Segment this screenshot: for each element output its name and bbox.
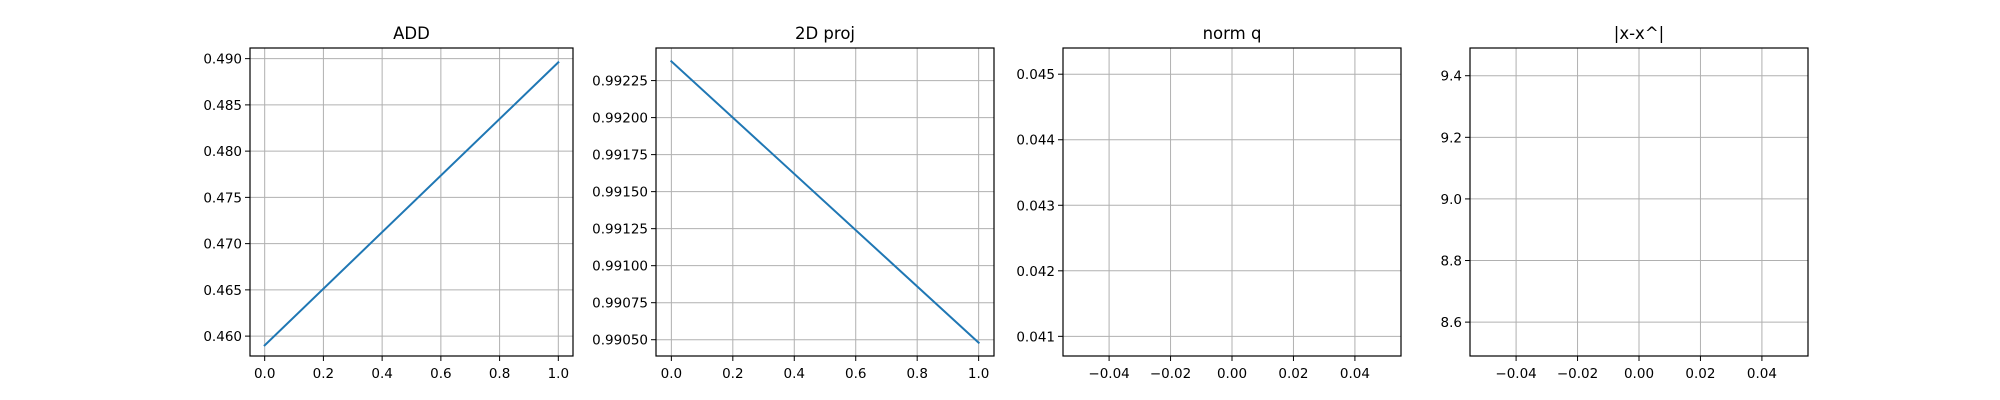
y-tick-label: 0.043	[1016, 198, 1055, 214]
x-tick-label: 0.8	[489, 366, 510, 382]
y-tick-label: 0.99200	[592, 111, 648, 127]
x-tick-label: −0.02	[1150, 366, 1191, 382]
y-tick-label: 0.044	[1016, 133, 1055, 149]
y-tick-label: 0.480	[203, 144, 242, 160]
y-tick-label: 0.465	[203, 283, 242, 299]
x-tick-label: 0.00	[1217, 366, 1247, 382]
x-tick-label: 0.6	[845, 366, 866, 382]
y-tick-label: 0.99225	[592, 74, 648, 90]
y-tick-label: 9.2	[1441, 130, 1462, 146]
x-tick-label: 0.4	[371, 366, 392, 382]
series-line-1	[263, 60, 560, 347]
y-tick-label: 0.99075	[592, 296, 648, 312]
x-tick-label: 0.02	[1278, 366, 1308, 382]
y-tick-label: 0.041	[1016, 329, 1055, 345]
y-tick-label: 0.460	[203, 329, 242, 345]
y-tick-label: 8.6	[1441, 315, 1462, 331]
x-tick-label: 0.00	[1624, 366, 1654, 382]
x-tick-label: 0.2	[313, 366, 334, 382]
y-tick-label: 0.475	[203, 190, 242, 206]
x-tick-label: 0.02	[1685, 366, 1715, 382]
subplot-3: −0.04 −0.02 0.00 0.02 0.04 0.041 0.042 0.043 0.0…	[1016, 24, 1402, 382]
y-tick-label: 9.4	[1441, 69, 1462, 85]
x-tick-label: 0.0	[254, 366, 275, 382]
x-tick-label: 0.8	[906, 366, 927, 382]
x-tick-label: 1.0	[968, 366, 989, 382]
subplot-4: −0.04 −0.02 0.00 0.02 0.04 8.6 8.8 9.0 9.2 9.4 |x-…	[1441, 24, 1809, 382]
x-tick-label: 0.2	[722, 366, 743, 382]
x-tick-label: 0.4	[784, 366, 805, 382]
y-tick-label: 0.99175	[592, 148, 648, 164]
x-tick-label: −0.04	[1088, 366, 1129, 382]
x-tick-label: 1.0	[548, 366, 569, 382]
x-tick-label: 0.04	[1747, 366, 1777, 382]
y-tick-label: 0.99050	[592, 333, 648, 349]
y-tick-label: 0.485	[203, 98, 242, 114]
y-tick-label: 0.99150	[592, 185, 648, 201]
chart-title: norm q	[1203, 24, 1262, 43]
chart-title: ADD	[393, 24, 430, 43]
y-tick-label: 8.8	[1441, 254, 1462, 270]
chart-title: 2D proj	[795, 24, 855, 43]
axes-frame	[249, 47, 574, 357]
y-tick-label: 0.470	[203, 237, 242, 253]
subplot-1: 0.0 0.2 0.4 0.6 0.8 1.0 0.460 0.465 0.470 0.475 0.…	[203, 24, 574, 382]
axes-frame	[655, 47, 995, 357]
x-tick-label: 0.6	[430, 366, 451, 382]
x-tick-label: −0.02	[1557, 366, 1598, 382]
x-tick-label: 0.0	[661, 366, 682, 382]
y-tick-label: 0.99100	[592, 259, 648, 275]
y-tick-label: 0.490	[203, 52, 242, 68]
series-line-1	[669, 59, 981, 345]
y-tick-label: 0.045	[1016, 67, 1055, 83]
y-tick-label: 0.042	[1016, 264, 1055, 280]
y-tick-label: 0.99125	[592, 222, 648, 238]
subplot-2: 0.0 0.2 0.4 0.6 0.8 1.0 0.99050 0.99075 0.99100 0…	[592, 24, 995, 382]
chart-title: |x-x^|	[1614, 24, 1664, 43]
x-tick-label: −0.04	[1495, 366, 1536, 382]
x-tick-label: 0.04	[1340, 366, 1370, 382]
y-tick-label: 9.0	[1441, 192, 1462, 208]
